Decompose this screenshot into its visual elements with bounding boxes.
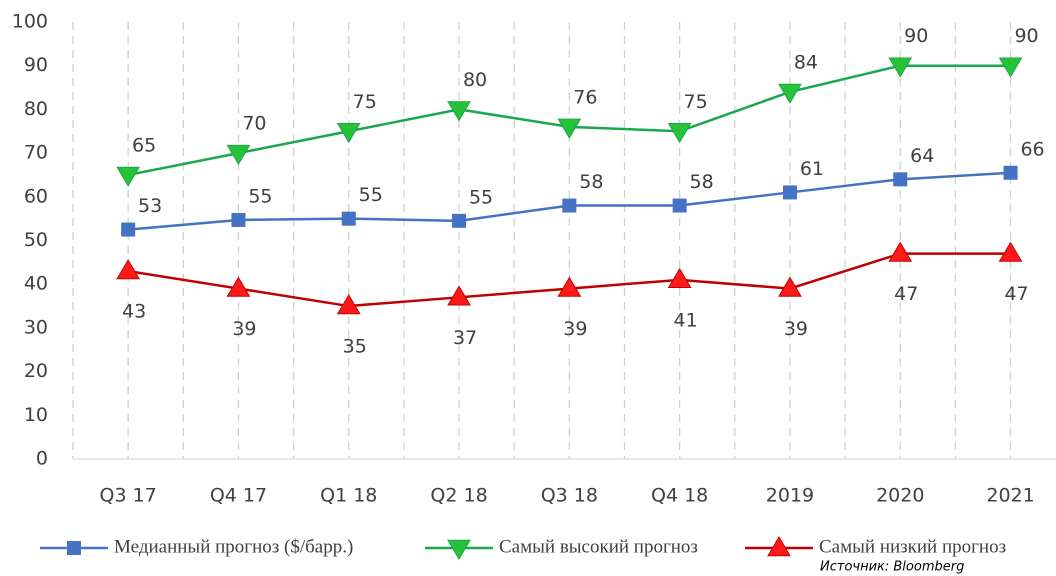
data-label: 39 — [563, 318, 587, 340]
marker — [116, 259, 141, 280]
marker — [893, 172, 908, 187]
y-tick-label: 90 — [24, 54, 48, 76]
data-label: 80 — [463, 69, 487, 91]
marker — [226, 276, 251, 297]
marker — [226, 144, 251, 166]
marker — [672, 198, 687, 213]
marker — [888, 241, 913, 262]
y-tick-label: 50 — [24, 229, 48, 251]
marker — [336, 123, 361, 144]
y-tick-label: 10 — [24, 404, 48, 426]
y-tick-label: 40 — [24, 273, 48, 295]
x-tick-label: Q3 18 — [541, 485, 598, 507]
x-tick-label: 2020 — [876, 485, 924, 507]
marker — [778, 83, 802, 104]
data-label: 64 — [910, 145, 934, 167]
data-label: 58 — [690, 171, 714, 193]
legend-label: Самый высокий прогноз — [499, 536, 698, 557]
x-tick-label: Q4 17 — [210, 485, 267, 507]
data-label: 70 — [242, 113, 266, 135]
data-label: 39 — [232, 318, 256, 340]
marker — [341, 211, 356, 226]
data-label: 75 — [353, 91, 377, 113]
data-label: 84 — [794, 51, 818, 73]
data-label: 76 — [573, 86, 597, 108]
y-tick-label: 0 — [36, 448, 48, 470]
y-tick-label: 80 — [24, 98, 48, 120]
marker — [667, 267, 692, 289]
data-label: 53 — [138, 195, 162, 217]
data-label: 43 — [122, 301, 146, 323]
marker — [888, 57, 913, 78]
marker — [447, 539, 471, 560]
marker — [231, 212, 246, 227]
data-label: 55 — [469, 186, 493, 208]
marker — [452, 213, 467, 228]
marker — [116, 166, 141, 187]
y-tick-label: 70 — [24, 142, 48, 164]
data-label: 47 — [1004, 283, 1028, 305]
data-label: 39 — [784, 318, 808, 340]
marker — [767, 536, 791, 557]
marker — [336, 294, 361, 315]
y-tick-label: 20 — [24, 360, 48, 382]
data-label: 55 — [359, 184, 383, 206]
marker — [447, 101, 471, 122]
data-label: 35 — [343, 336, 367, 358]
data-label: 37 — [453, 327, 477, 349]
data-label: 65 — [132, 134, 156, 156]
marker — [998, 241, 1023, 262]
marker — [667, 123, 692, 144]
data-label: 66 — [1020, 138, 1044, 160]
marker — [1003, 165, 1018, 180]
marker — [998, 57, 1023, 78]
x-tick-label: Q3 17 — [100, 485, 157, 507]
marker — [121, 222, 136, 237]
marker — [562, 198, 577, 213]
data-label: 58 — [579, 171, 603, 193]
data-label: 90 — [1014, 25, 1038, 47]
y-tick-label: 30 — [24, 316, 48, 338]
data-label: 75 — [684, 91, 708, 113]
data-label: 55 — [248, 185, 272, 207]
source: Источник: Bloomberg — [820, 560, 964, 575]
marker — [782, 185, 797, 200]
data-label: 61 — [800, 158, 824, 180]
x-tick-label: 2019 — [766, 485, 814, 507]
y-tick-label: 60 — [24, 185, 48, 207]
marker — [778, 276, 802, 297]
data-label: 47 — [894, 283, 918, 305]
marker — [557, 276, 582, 297]
x-tick-label: Q2 18 — [430, 485, 487, 507]
x-tick-label: Q4 18 — [651, 485, 708, 507]
legend-label: Самый низкий прогноз — [819, 536, 1006, 557]
data-label: 41 — [674, 309, 698, 331]
x-tick-label: Q1 18 — [320, 485, 377, 507]
marker — [67, 541, 81, 555]
x-tick-label: 2021 — [986, 485, 1034, 507]
marker — [557, 118, 582, 139]
marker — [447, 285, 471, 306]
y-tick-label: 100 — [12, 11, 48, 33]
legend-label: Медианный прогноз ($/барр.) — [114, 536, 353, 557]
data-label: 90 — [904, 25, 928, 47]
